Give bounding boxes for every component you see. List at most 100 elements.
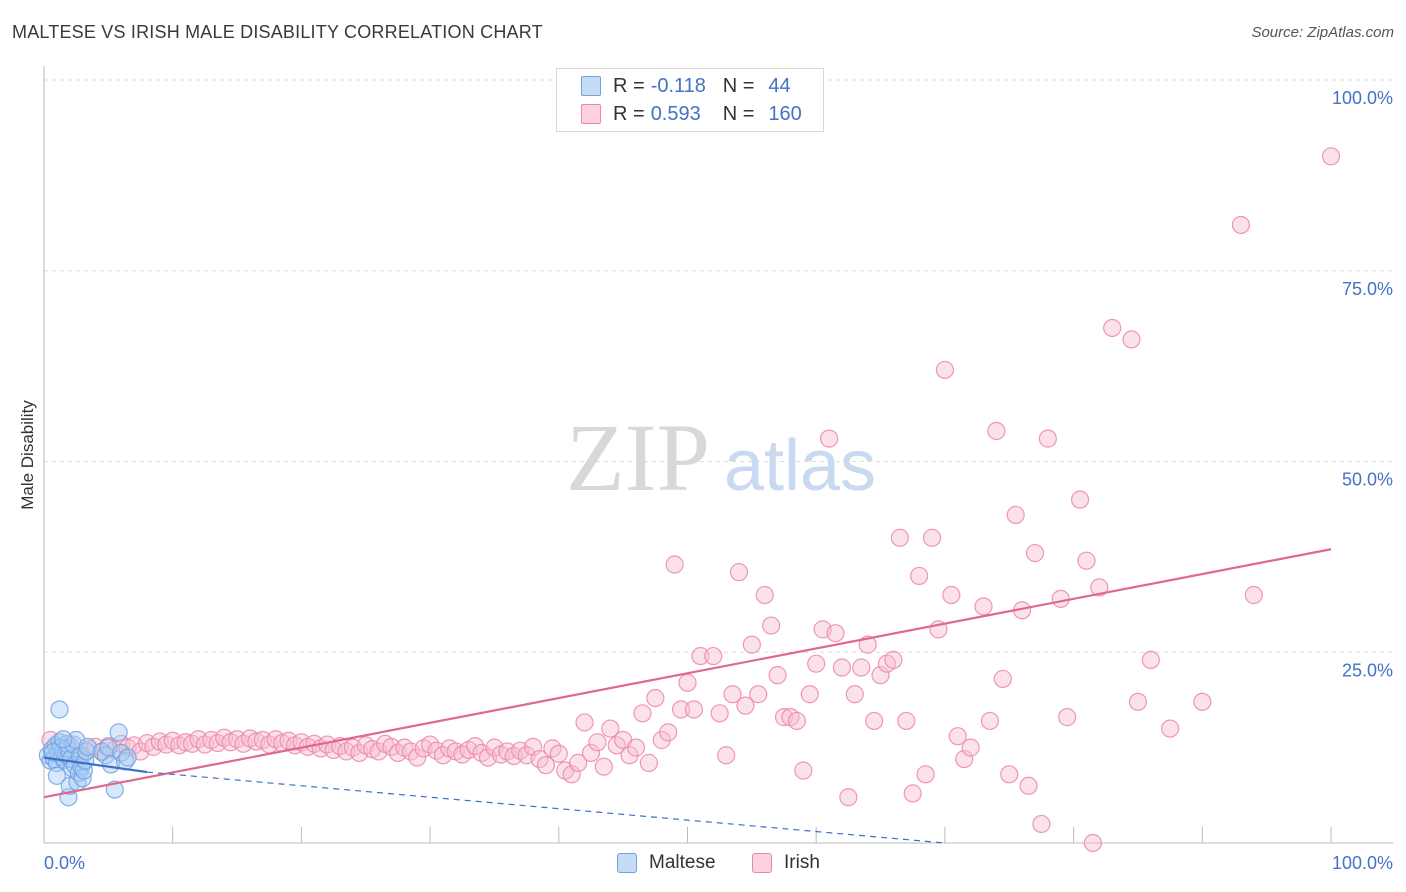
data-point-irish	[581, 743, 601, 763]
data-point-irish	[1032, 814, 1051, 834]
legend-label-maltese: Maltese	[649, 852, 716, 873]
data-point-irish	[845, 685, 864, 704]
data-point-irish	[408, 748, 427, 767]
data-point-irish	[1321, 147, 1341, 166]
data-point-irish	[588, 733, 607, 752]
data-point-irish	[974, 597, 993, 616]
data-point-irish	[826, 624, 845, 643]
x-tick-label: 100.0%	[1332, 853, 1393, 873]
data-point-irish	[1231, 215, 1251, 235]
data-point-irish	[865, 711, 884, 731]
data-point-irish	[1128, 692, 1148, 711]
y-tick-label: 25.0%	[1342, 660, 1393, 680]
data-point-irish	[839, 788, 858, 807]
source-credit: Source: ZipAtlas.com	[1251, 24, 1394, 41]
legend-row-irish: R = 0.593 N = 160	[581, 101, 802, 127]
data-point-irish	[987, 421, 1006, 441]
data-point-maltese	[47, 766, 66, 785]
data-point-irish	[1103, 318, 1122, 338]
maltese-trend-extension	[146, 771, 945, 844]
y-tick-label: 100.0%	[1332, 88, 1393, 108]
data-point-irish	[942, 585, 961, 605]
legend-row-maltese: R = -0.118 N = 44	[581, 73, 791, 99]
data-point-irish	[671, 700, 691, 719]
maltese-trend-line	[43, 756, 148, 774]
legend-swatch-maltese	[617, 853, 637, 873]
legend-r-label: R =	[613, 74, 645, 97]
legend-n-value-irish: 160	[768, 102, 802, 125]
data-point-irish	[466, 736, 485, 756]
data-point-irish	[1077, 551, 1096, 570]
data-point-irish	[1083, 833, 1103, 853]
trend-lines	[43, 548, 1332, 844]
data-point-irish	[980, 711, 1000, 731]
correlation-legend: R = -0.118 N = 44 R = 0.593 N = 160	[556, 68, 824, 132]
data-point-irish	[762, 616, 781, 635]
data-point-irish	[1038, 429, 1057, 448]
data-point-irish	[800, 685, 819, 704]
data-point-irish	[684, 700, 704, 719]
legend-item-maltese[interactable]: Maltese	[617, 852, 716, 874]
axes	[43, 66, 1393, 844]
data-point-irish	[1141, 650, 1160, 669]
data-point-irish	[1051, 589, 1070, 608]
x-tick-label: 0.0%	[44, 853, 85, 873]
legend-swatch-irish	[752, 853, 772, 873]
data-point-irish	[549, 744, 568, 763]
data-point-irish	[736, 696, 755, 715]
legend-item-irish[interactable]: Irish	[752, 852, 820, 874]
data-point-irish	[1000, 765, 1019, 784]
data-point-irish	[903, 784, 922, 803]
data-point-irish	[601, 719, 620, 738]
data-point-irish	[1161, 719, 1180, 738]
data-point-irish	[659, 723, 678, 742]
legend-n-value-maltese: 44	[768, 74, 791, 97]
data-point-irish	[594, 757, 613, 776]
legend-n-label: N =	[722, 102, 755, 125]
data-point-irish	[620, 746, 639, 765]
irish-trend-line	[43, 548, 1332, 799]
watermark: ZIP atlas	[566, 404, 876, 511]
data-point-irish	[691, 646, 710, 666]
legend-label-irish: Irish	[784, 852, 820, 873]
data-point-irish	[935, 360, 955, 380]
data-point-irish	[536, 756, 556, 775]
data-point-maltese	[109, 723, 128, 742]
legend-n-label: N =	[722, 74, 755, 97]
y-tick-label: 75.0%	[1342, 279, 1393, 299]
data-point-irish	[948, 727, 967, 746]
data-point-maltese	[78, 737, 97, 756]
data-point-irish	[678, 673, 697, 692]
series-legend: Maltese Irish	[0, 852, 1406, 876]
y-tick-label: 50.0%	[1342, 470, 1393, 490]
data-point-irish	[910, 566, 929, 586]
data-point-maltese	[54, 730, 73, 749]
data-point-irish	[710, 704, 729, 723]
data-point-irish	[639, 753, 658, 772]
chart-title: MALTESE VS IRISH MALE DISABILITY CORRELA…	[12, 22, 543, 42]
data-point-irish	[871, 666, 890, 685]
data-point-irish	[1090, 578, 1109, 597]
data-point-irish	[961, 738, 980, 757]
tick-labels: 100.0% 75.0% 50.0% 25.0% 0.0% 100.0%	[44, 88, 1393, 873]
data-point-irish	[729, 563, 749, 582]
data-point-maltese	[50, 700, 69, 719]
data-point-irish	[717, 746, 736, 765]
data-point-irish	[884, 650, 903, 669]
maltese-points	[38, 700, 137, 807]
data-point-irish	[1025, 543, 1045, 563]
data-point-irish	[626, 738, 646, 757]
data-point-irish	[897, 711, 916, 731]
data-point-irish	[1058, 708, 1077, 727]
legend-r-label: R =	[613, 102, 645, 125]
data-point-irish	[652, 730, 671, 750]
data-point-irish	[1070, 490, 1090, 509]
legend-r-value-maltese: -0.118	[650, 74, 706, 97]
data-point-maltese	[118, 748, 137, 767]
grid-lines	[44, 79, 1393, 653]
data-point-irish	[993, 669, 1012, 689]
data-point-irish	[1244, 585, 1263, 605]
data-point-irish	[916, 765, 935, 784]
watermark-atlas: atlas	[724, 426, 876, 506]
